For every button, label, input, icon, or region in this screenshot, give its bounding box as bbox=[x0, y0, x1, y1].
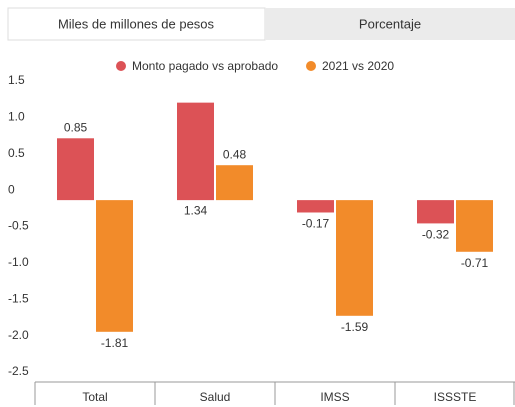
tab-label[interactable]: Miles de millones de pesos bbox=[58, 16, 215, 31]
value-label: -0.32 bbox=[422, 228, 450, 242]
y-tick-label: 0 bbox=[8, 182, 15, 196]
y-tick-label: -2.0 bbox=[8, 328, 29, 342]
legend-swatch bbox=[306, 61, 316, 71]
y-tick-label: -2.5 bbox=[8, 364, 29, 378]
x-tick-label: ISSSTE bbox=[434, 390, 477, 404]
value-label: 0.85 bbox=[64, 120, 88, 134]
bar bbox=[417, 200, 454, 224]
bar bbox=[57, 138, 94, 201]
value-label: 1.34 bbox=[184, 203, 208, 217]
value-label: -0.71 bbox=[461, 256, 489, 270]
value-label: -1.81 bbox=[101, 336, 129, 350]
bar bbox=[96, 200, 133, 332]
tab-inactive[interactable] bbox=[265, 8, 515, 40]
tab-label[interactable]: Porcentaje bbox=[359, 16, 421, 31]
value-label: -1.59 bbox=[341, 320, 369, 334]
legend-label: 2021 vs 2020 bbox=[322, 59, 394, 73]
legend-swatch bbox=[116, 61, 126, 71]
y-tick-label: -1.0 bbox=[8, 255, 29, 269]
x-tick-label: IMSS bbox=[320, 390, 349, 404]
tab-active[interactable] bbox=[7, 7, 266, 41]
y-tick-label: -0.5 bbox=[8, 219, 29, 233]
y-tick-label: 1.5 bbox=[8, 73, 25, 87]
bar bbox=[177, 102, 214, 201]
value-label: 0.48 bbox=[223, 147, 247, 161]
bar bbox=[456, 200, 493, 252]
bar bbox=[216, 165, 253, 201]
legend-label: Monto pagado vs aprobado bbox=[132, 59, 278, 73]
x-tick-label: Total bbox=[82, 390, 107, 404]
y-tick-label: 0.5 bbox=[8, 146, 25, 160]
x-tick-label: Salud bbox=[200, 390, 231, 404]
bar bbox=[336, 200, 373, 316]
value-label: -0.17 bbox=[302, 217, 330, 231]
bar bbox=[297, 200, 334, 213]
y-tick-label: 1.0 bbox=[8, 110, 25, 124]
y-tick-label: -1.5 bbox=[8, 291, 29, 305]
